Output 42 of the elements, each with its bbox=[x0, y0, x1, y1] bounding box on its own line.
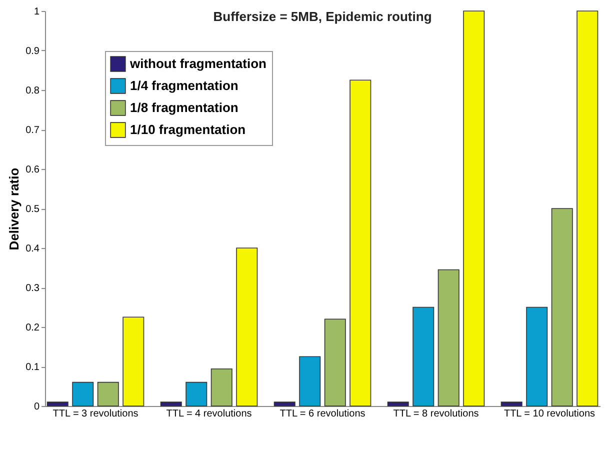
bar bbox=[551, 208, 573, 406]
y-tick-label: 0.9 bbox=[26, 46, 40, 57]
legend-label: 1/8 fragmentation bbox=[130, 100, 238, 115]
bar bbox=[412, 306, 434, 406]
y-tick-label: 0.7 bbox=[26, 125, 40, 136]
y-tick-label: 0.2 bbox=[26, 322, 40, 334]
x-tick-label: TTL = 4 revolutions bbox=[166, 408, 252, 420]
legend-label: without fragmentation bbox=[129, 56, 267, 71]
bar bbox=[526, 306, 548, 406]
y-tick-label: 0.1 bbox=[26, 362, 40, 373]
bar bbox=[210, 368, 232, 406]
y-tick-label: 0.8 bbox=[26, 86, 40, 96]
bar bbox=[350, 80, 372, 406]
x-tick-label: TTL = 6 revolutions bbox=[280, 408, 366, 420]
y-tick-label: 1 bbox=[34, 6, 40, 18]
y-tick-label: 0.4 bbox=[26, 244, 40, 254]
bar bbox=[274, 402, 296, 406]
bar bbox=[463, 10, 485, 406]
y-tick-label: 0.6 bbox=[26, 164, 40, 176]
y-tick-label: 0.5 bbox=[26, 204, 40, 215]
legend-label: 1/4 fragmentation bbox=[130, 78, 238, 93]
bar bbox=[186, 382, 208, 406]
bar bbox=[122, 316, 144, 406]
bar bbox=[160, 402, 182, 406]
x-tick-label: TTL = 3 revolutions bbox=[52, 408, 138, 420]
bar bbox=[324, 318, 346, 406]
bar bbox=[46, 402, 68, 406]
x-tick-label: TTL = 8 revolutions bbox=[393, 408, 479, 420]
bar bbox=[299, 356, 321, 406]
bar bbox=[387, 402, 409, 406]
y-axis-title: Delivery ratio bbox=[6, 168, 22, 250]
chart-title: Buffersize = 5MB, Epidemic routing bbox=[213, 9, 432, 24]
bar bbox=[576, 10, 598, 406]
bar bbox=[500, 402, 522, 406]
bar bbox=[72, 382, 94, 406]
bar bbox=[97, 382, 119, 406]
bar bbox=[236, 248, 258, 406]
legend-label: 1/10 fragmentation bbox=[130, 122, 246, 137]
bar bbox=[438, 269, 460, 406]
y-tick-label: 0.3 bbox=[26, 283, 40, 294]
x-tick-label: TTL = 10 revolutions bbox=[504, 408, 596, 420]
y-tick-label: 0 bbox=[34, 402, 40, 412]
